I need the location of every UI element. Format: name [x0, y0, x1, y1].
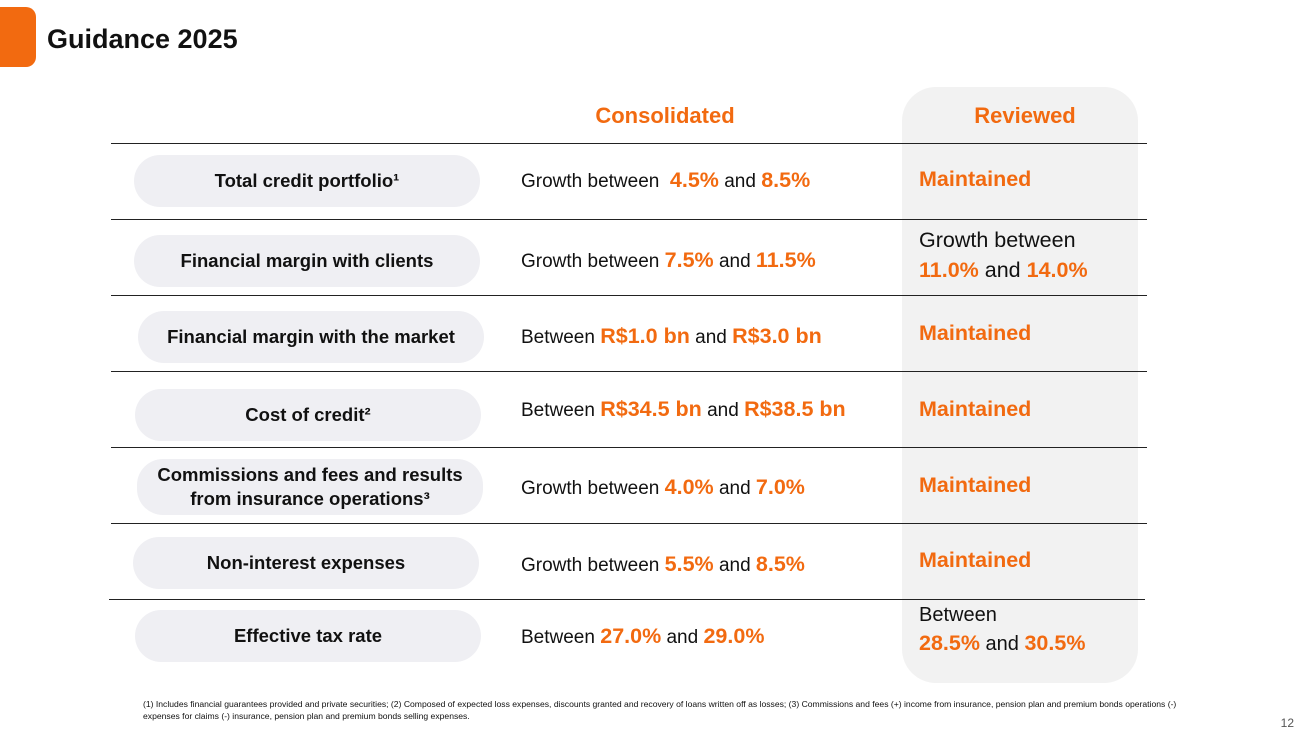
- consolidated-cell: Growth between 4.0% and 7.0%: [521, 475, 805, 500]
- consolidated-cell: Growth between 5.5% and 8.5%: [521, 552, 805, 577]
- cons-text: and: [724, 171, 756, 192]
- reviewed-column-background: [902, 87, 1138, 683]
- footnote: (1) Includes financial guarantees provid…: [143, 699, 1177, 721]
- cons-text: and: [718, 251, 751, 272]
- row-divider: [109, 599, 1145, 600]
- cons-value: 7.0%: [755, 475, 805, 499]
- page-title: Guidance 2025: [47, 24, 238, 54]
- cons-value: 7.5%: [664, 248, 714, 272]
- cons-text: Between: [521, 327, 595, 348]
- cons-text: and: [707, 400, 739, 421]
- row-divider: [111, 295, 1147, 296]
- cons-value: 8.5%: [761, 168, 811, 192]
- reviewed-cell: Maintained: [919, 548, 1032, 572]
- cons-value: 11.5%: [755, 248, 816, 272]
- consolidated-cell: Growth between 4.5% and 8.5%: [521, 168, 810, 193]
- reviewed-cell: Maintained: [919, 473, 1032, 497]
- cons-text: Growth between: [521, 478, 660, 499]
- row-label-financial-margin-market: Financial margin with the market: [138, 311, 484, 363]
- reviewed-value: 28.5%: [919, 631, 980, 655]
- cons-value: 27.0%: [600, 624, 662, 648]
- reviewed-value: 11.0%: [919, 258, 979, 283]
- cons-text: Between: [521, 627, 595, 648]
- cons-text: and: [695, 327, 727, 348]
- row-label-non-interest-expenses: Non-interest expenses: [133, 537, 479, 589]
- cons-value: R$34.5 bn: [600, 397, 702, 421]
- cons-text: Growth between: [521, 171, 660, 192]
- reviewed-cell: Maintained: [919, 397, 1032, 421]
- cons-text: Growth between: [521, 555, 660, 576]
- consolidated-cell: Between R$34.5 bn and R$38.5 bn: [521, 397, 846, 422]
- row-label-total-credit-portfolio: Total credit portfolio¹: [134, 155, 480, 207]
- consolidated-cell: Between R$1.0 bn and R$3.0 bn: [521, 324, 822, 349]
- cons-value: 5.5%: [664, 552, 714, 576]
- cons-value: 29.0%: [703, 624, 765, 648]
- reviewed-cell: Maintained: [919, 167, 1032, 191]
- cons-text: Between: [521, 400, 595, 421]
- reviewed-text: and: [984, 258, 1021, 283]
- row-divider: [111, 371, 1147, 372]
- brand-accent-tab: [0, 7, 36, 67]
- row-label-cost-of-credit: Cost of credit²: [135, 389, 481, 441]
- column-header-consolidated: Consolidated: [595, 103, 735, 128]
- cons-value: 4.0%: [664, 475, 714, 499]
- cons-value: R$3.0 bn: [732, 324, 822, 348]
- consolidated-cell: Between 27.0% and 29.0%: [521, 624, 764, 649]
- cons-value: 8.5%: [755, 552, 805, 576]
- consolidated-cell: Growth between 7.5% and 11.5%: [521, 248, 816, 273]
- page-number: 12: [1280, 716, 1294, 730]
- cons-value: R$1.0 bn: [600, 324, 690, 348]
- cons-text: and: [718, 478, 751, 499]
- row-label-financial-margin-clients: Financial margin with clients: [134, 235, 480, 287]
- reviewed-value: 30.5%: [1024, 631, 1086, 655]
- cons-value: R$38.5 bn: [744, 397, 846, 421]
- reviewed-cell: Growth between 11.0% and 14.0%: [919, 225, 1088, 285]
- row-divider: [111, 523, 1147, 524]
- reviewed-value: 14.0%: [1026, 258, 1088, 283]
- row-divider: [111, 447, 1147, 448]
- cons-value: 4.5%: [669, 168, 719, 192]
- column-header-reviewed: Reviewed: [974, 103, 1076, 128]
- reviewed-text: Between: [919, 604, 997, 626]
- reviewed-cell: Between 28.5% and 30.5%: [919, 602, 1085, 658]
- reviewed-text: Growth between: [919, 228, 1076, 252]
- row-divider: [111, 143, 1147, 144]
- cons-text: and: [666, 627, 699, 648]
- reviewed-text: and: [985, 633, 1019, 655]
- row-label-effective-tax-rate: Effective tax rate: [135, 610, 481, 662]
- cons-text: and: [718, 555, 751, 576]
- row-divider: [111, 219, 1147, 220]
- row-label-commissions-fees: Commissions and fees and results from in…: [137, 459, 483, 515]
- reviewed-cell: Maintained: [919, 321, 1032, 345]
- cons-text: Growth between: [521, 251, 660, 272]
